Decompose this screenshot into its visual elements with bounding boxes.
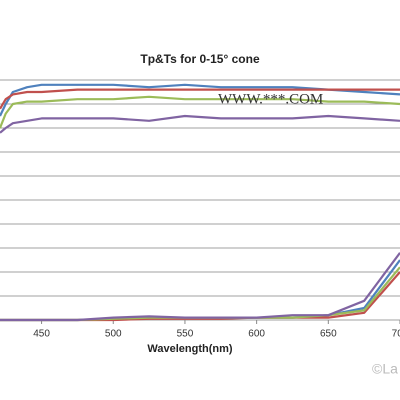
x-tick-label: 600 <box>248 329 265 340</box>
x-tick-label: 650 <box>320 329 337 340</box>
x-tick-label: 700 <box>392 329 400 340</box>
chart-title: Tp&Ts for 0-15° cone <box>140 52 260 66</box>
x-axis-label: Wavelength(nm) <box>147 343 232 355</box>
series-line <box>0 88 400 110</box>
series-line <box>0 252 400 322</box>
series-line <box>0 114 400 134</box>
series-line <box>0 95 400 129</box>
x-tick-label: 450 <box>33 329 50 340</box>
credit: ©La <box>372 361 398 377</box>
watermark: WWW.***.COM <box>218 91 323 107</box>
x-tick-label: 500 <box>105 329 122 340</box>
x-tick-label: 550 <box>177 329 194 340</box>
